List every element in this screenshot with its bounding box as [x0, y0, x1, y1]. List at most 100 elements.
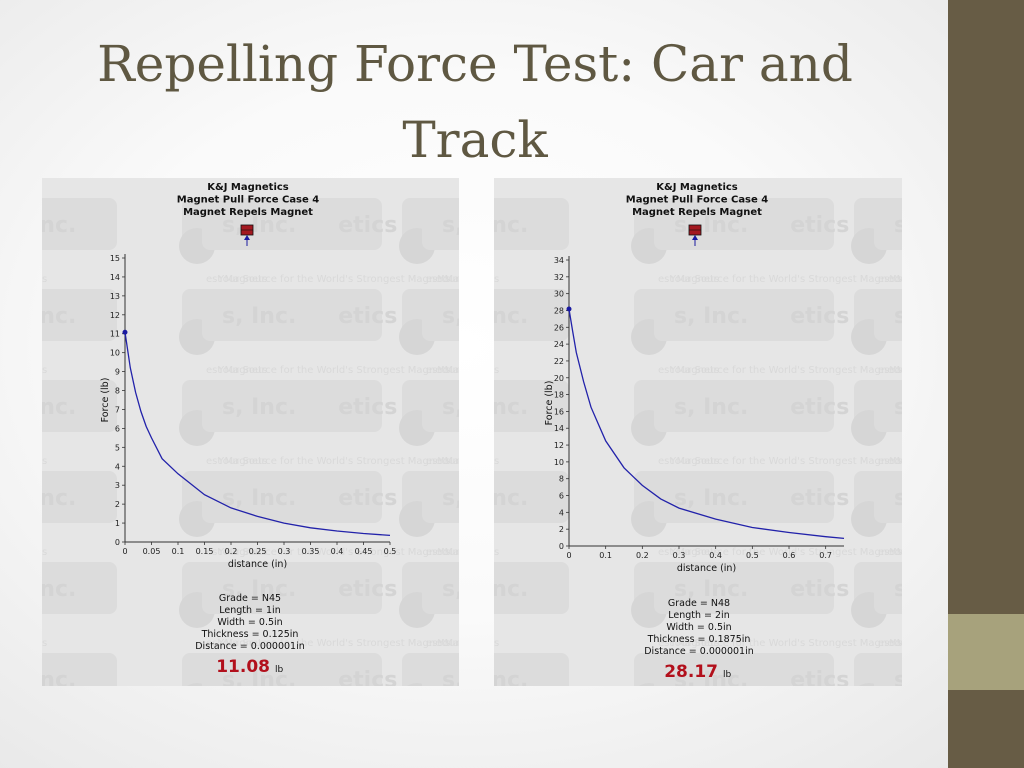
watermark-subtext: Your Source for the World's Strongest Ma… — [437, 274, 459, 285]
watermark-text: s, Inc. — [42, 213, 76, 238]
watermark-text: s, Inc. — [674, 577, 748, 602]
y-tick-label: 12 — [554, 441, 564, 450]
y-tick-label: 18 — [554, 391, 564, 400]
watermark-text: s, Inc. — [442, 577, 459, 602]
watermark-subtext: est Magnets — [658, 638, 719, 649]
y-tick-label: 14 — [110, 273, 120, 282]
x-tick-label: 0.15 — [196, 547, 214, 556]
chart-header-line: Magnet Pull Force Case 4 — [626, 195, 769, 206]
watermark-tile — [422, 289, 459, 341]
param-line: Width = 0.5in — [217, 617, 282, 628]
chart-header-line: Magnet Pull Force Case 4 — [177, 195, 320, 206]
y-tick-label: 22 — [554, 357, 564, 366]
x-tick-label: 0.25 — [249, 547, 267, 556]
watermark-subtext: est Magnets — [206, 638, 267, 649]
y-tick-label: 14 — [554, 424, 564, 433]
watermark-subtext: est Magnets — [206, 456, 267, 467]
y-tick-label: 32 — [554, 273, 564, 282]
watermark-subtext: est Magnets — [658, 547, 719, 558]
x-axis-label: distance (in) — [677, 563, 736, 574]
watermark-text: s, Inc. — [442, 395, 459, 420]
force-curve — [568, 308, 845, 540]
watermark-tile — [422, 562, 459, 614]
y-tick-label: 8 — [559, 475, 564, 484]
watermark-tile — [202, 653, 337, 686]
watermark-tile — [202, 198, 337, 250]
watermark-subtext: est Magnets — [42, 547, 47, 558]
watermark-subtext: est Magnets — [494, 456, 499, 467]
watermark-tile — [42, 198, 117, 250]
watermark-tile — [422, 380, 459, 432]
watermark-subtext: est Magnets — [426, 456, 459, 467]
watermark-text: s, Inc. — [42, 577, 76, 602]
watermark-subtext: est Magnets — [42, 638, 47, 649]
y-axis-label: Force (lb) — [544, 381, 555, 426]
y-axis-label: Force (lb) — [100, 378, 111, 423]
watermark-subtext: Your Source for the World's Strongest Ma… — [217, 274, 451, 285]
watermark-subtext: Your Source for the World's Strongest Ma… — [669, 638, 902, 649]
watermark-tile — [654, 562, 789, 614]
force-unit: lb — [275, 665, 284, 675]
watermark-subtext: est Magnets — [494, 547, 499, 558]
watermark-subtext: est Magnets — [878, 274, 902, 285]
y-tick-label: 0 — [115, 538, 120, 547]
watermark-tile — [422, 471, 459, 523]
y-tick-label: 20 — [554, 374, 564, 383]
watermark-tile — [874, 380, 902, 432]
y-tick-label: 10 — [110, 349, 120, 358]
watermark-subtext: est Magnets — [494, 638, 499, 649]
x-tick-label: 0.2 — [225, 547, 238, 556]
watermark-subtext: Your Source for the World's Strongest Ma… — [437, 547, 459, 558]
watermark-tile — [654, 289, 789, 341]
watermark-tile — [874, 471, 902, 523]
y-tick-label: 1 — [115, 519, 120, 528]
accent-bar-light — [948, 614, 1024, 690]
watermark-tile — [654, 471, 789, 523]
param-line: Distance = 0.000001in — [644, 646, 754, 657]
watermark-text: s, Inc. — [222, 577, 296, 602]
watermark-text: s, Inc. — [442, 668, 459, 686]
watermark-text: s, Inc. — [442, 486, 459, 511]
watermark-tile — [422, 198, 459, 250]
y-tick-label: 13 — [110, 292, 120, 301]
watermark-tile — [42, 289, 117, 341]
watermark-subtext: Your Source for the World's Strongest Ma… — [669, 365, 902, 376]
watermark-tile — [874, 562, 902, 614]
watermark-subtext: Your Source for the World's Strongest Ma… — [889, 547, 902, 558]
watermark-tile — [874, 289, 902, 341]
watermark-subtext: est Magnets — [42, 365, 47, 376]
watermark-text: s, Inc. — [674, 213, 748, 238]
chart-panel-left: s, Inc. K&J Magnetics Your Source for the … — [42, 178, 459, 686]
watermark-tile — [494, 471, 569, 523]
param-line: Grade = N48 — [668, 598, 730, 609]
watermark-subtext: Your Source for the World's Strongest Ma… — [889, 456, 902, 467]
x-tick-label: 0.3 — [673, 551, 686, 560]
x-tick-label: 0.4 — [709, 551, 722, 560]
y-tick-label: 16 — [554, 407, 564, 416]
chart-svg: s, Inc. K&J Magnetics Your Source for the … — [494, 182, 902, 686]
watermark-tile — [874, 198, 902, 250]
y-tick-label: 28 — [554, 306, 564, 315]
watermark-text: s, Inc. — [494, 213, 528, 238]
param-line: Distance = 0.000001in — [195, 641, 305, 652]
watermark-logo — [639, 683, 659, 686]
watermark-text: s, Inc. — [494, 486, 528, 511]
y-tick-label: 2 — [559, 525, 564, 534]
watermark-subtext: Your Source for the World's Strongest Ma… — [217, 547, 451, 558]
y-tick-label: 0 — [559, 542, 564, 551]
y-tick-label: 9 — [115, 368, 120, 377]
watermark-text: s, Inc. — [494, 304, 528, 329]
x-tick-label: 0.6 — [783, 551, 796, 560]
watermark-text: s, Inc. — [894, 395, 902, 420]
watermark-subtext: est Magnets — [426, 547, 459, 558]
watermark-subtext: Your Source for the World's Strongest Ma… — [437, 365, 459, 376]
watermark-text: s, Inc. — [442, 213, 459, 238]
y-tick-label: 6 — [115, 424, 120, 433]
x-tick-label: 0.1 — [172, 547, 185, 556]
watermark-tile — [202, 289, 337, 341]
chart-header-line: Magnet Repels Magnet — [183, 207, 313, 218]
param-line: Thickness = 0.1875in — [647, 634, 751, 645]
chart-header-line: K&J Magnetics — [656, 182, 738, 193]
watermark-text: s, Inc. — [894, 213, 902, 238]
param-line: Grade = N45 — [219, 593, 281, 604]
